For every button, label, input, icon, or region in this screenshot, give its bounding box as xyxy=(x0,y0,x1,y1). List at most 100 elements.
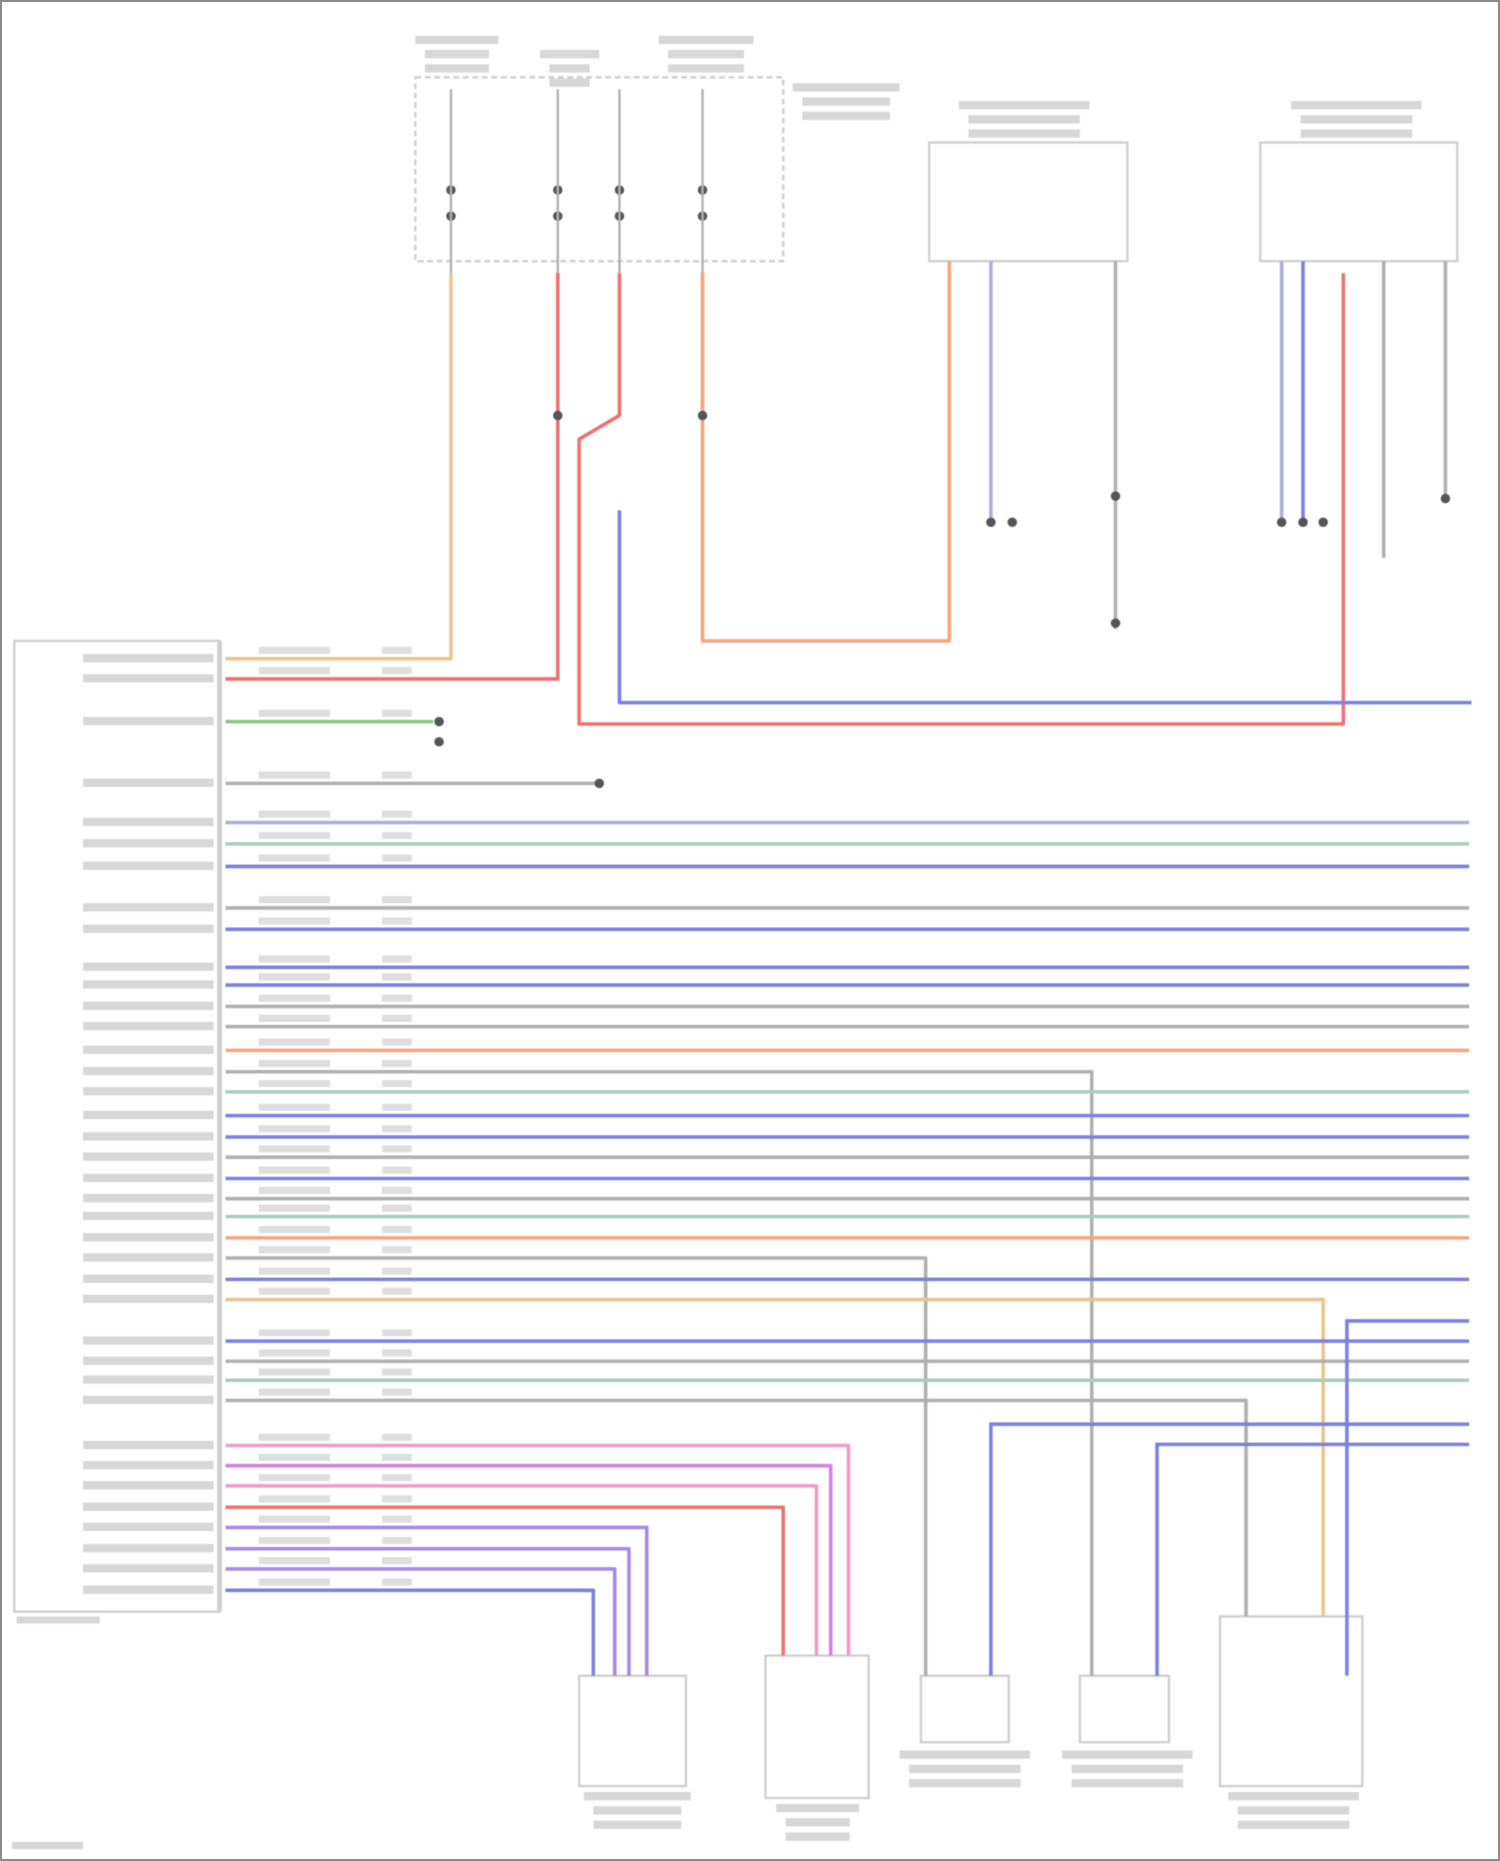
pin-label-placeholder xyxy=(83,1395,214,1404)
component-label-placeholder xyxy=(1071,1764,1184,1774)
wire-code-placeholder xyxy=(258,1495,330,1503)
circuit-code-placeholder xyxy=(382,1287,412,1295)
pin-label-placeholder xyxy=(83,1193,214,1203)
component-label-placeholder xyxy=(549,78,590,87)
component-label-placeholder xyxy=(899,1750,1031,1759)
pin-label-placeholder xyxy=(83,1211,214,1221)
wire-code-placeholder xyxy=(258,1578,330,1586)
circuit-code-placeholder xyxy=(382,1166,412,1174)
component-label-placeholder xyxy=(1062,1750,1193,1759)
wire-gray xyxy=(225,1069,1094,1676)
circuit-code-placeholder xyxy=(382,1557,412,1565)
pin-label-placeholder xyxy=(83,1294,214,1304)
wire-gray xyxy=(225,1398,1248,1617)
circuit-code-placeholder xyxy=(382,1186,412,1194)
pin-label-placeholder xyxy=(83,1152,214,1161)
wire-pink xyxy=(225,1484,819,1656)
bottom-sensor-box-2 xyxy=(764,1654,870,1800)
wire-code-placeholder xyxy=(258,1204,330,1212)
wire-code-placeholder xyxy=(258,832,330,840)
pin-label-placeholder xyxy=(83,962,214,971)
pin-label-placeholder xyxy=(83,1375,214,1384)
figure-id-placeholder xyxy=(11,1841,84,1850)
wire-code-placeholder xyxy=(258,1125,330,1133)
component-label-placeholder xyxy=(792,83,900,92)
component-label-placeholder xyxy=(1071,1778,1184,1788)
component-label-placeholder xyxy=(968,129,1080,138)
circuit-code-placeholder xyxy=(382,810,412,818)
pin-label-placeholder xyxy=(83,716,214,726)
circuit-code-placeholder xyxy=(382,854,412,862)
splice-node xyxy=(1276,517,1287,528)
circuit-code-placeholder xyxy=(382,771,412,779)
pin-label-placeholder xyxy=(83,1132,214,1141)
splice-node xyxy=(1110,491,1121,501)
circuit-code-placeholder xyxy=(382,646,412,654)
wire-code-placeholder xyxy=(258,1225,330,1234)
pin-label-placeholder xyxy=(83,1274,214,1283)
wire-code-placeholder xyxy=(258,1474,330,1482)
circuit-code-placeholder xyxy=(382,1204,412,1212)
wire-code-placeholder xyxy=(258,1080,330,1088)
wire-code-placeholder xyxy=(258,896,330,904)
circuit-code-placeholder xyxy=(382,1433,412,1441)
circuit-code-placeholder xyxy=(382,955,412,963)
circuit-code-placeholder xyxy=(382,1495,412,1503)
component-label-placeholder xyxy=(909,1764,1021,1774)
wire-code-placeholder xyxy=(258,1166,330,1174)
wire-code-placeholder xyxy=(258,1433,330,1441)
circuit-code-placeholder xyxy=(382,1368,412,1376)
circuit-code-placeholder xyxy=(382,667,412,675)
wire-code-placeholder xyxy=(258,1103,330,1111)
pin-label-placeholder xyxy=(83,1585,214,1594)
wire-tan xyxy=(225,1297,1325,1617)
wire-code-placeholder xyxy=(258,1186,330,1194)
wire-code-placeholder xyxy=(258,1038,330,1046)
component-label-placeholder xyxy=(424,49,489,59)
bottom-sensor-box-3 xyxy=(919,1674,1010,1744)
component-label-placeholder xyxy=(776,1803,860,1813)
splice-node xyxy=(434,716,444,727)
circuit-code-placeholder xyxy=(382,1080,412,1088)
component-label-placeholder xyxy=(593,1820,682,1829)
bottom-actuator-box xyxy=(1218,1615,1364,1788)
pin-label-placeholder xyxy=(83,1253,214,1262)
pin-label-placeholder xyxy=(83,1481,214,1490)
components xyxy=(13,76,1459,1800)
wire-code-placeholder xyxy=(258,810,330,818)
splice-node xyxy=(1110,618,1121,628)
circuit-code-placeholder xyxy=(382,1225,412,1234)
pin-label-placeholder xyxy=(83,1233,214,1242)
pin-label-placeholder xyxy=(83,817,214,827)
component-label-placeholder xyxy=(1300,115,1413,124)
wire-red xyxy=(225,1505,786,1656)
circuit-code-placeholder xyxy=(382,832,412,840)
splice-node xyxy=(1007,517,1018,528)
wire-blue xyxy=(1155,1442,1470,1676)
wire-code-placeholder xyxy=(258,1329,330,1337)
splice-node xyxy=(594,778,605,789)
wire-code-placeholder xyxy=(258,709,330,717)
wire-code-placeholder xyxy=(258,1246,330,1254)
component-label-placeholder xyxy=(593,1806,682,1815)
component-label-placeholder xyxy=(415,35,499,45)
wire-code-placeholder xyxy=(258,1557,330,1565)
wire-code-placeholder xyxy=(258,1453,330,1461)
module-name-placeholder xyxy=(16,1616,100,1624)
pin-label-placeholder xyxy=(83,839,214,848)
splice-node xyxy=(1440,493,1451,504)
pin-label-placeholder xyxy=(83,980,214,989)
component-label-placeholder xyxy=(1237,1806,1350,1815)
wire-code-placeholder xyxy=(258,1287,330,1295)
circuit-code-placeholder xyxy=(382,1059,412,1067)
component-label-placeholder xyxy=(1291,100,1422,110)
pin-label-placeholder xyxy=(83,903,214,912)
pin-label-placeholder xyxy=(83,1564,214,1573)
pin-label-placeholder xyxy=(83,1356,214,1365)
splice-node xyxy=(434,737,444,747)
circuit-code-placeholder xyxy=(382,1014,412,1022)
circuit-code-placeholder xyxy=(382,1349,412,1357)
bottom-sensor-box-4 xyxy=(1078,1674,1171,1744)
pin-label-placeholder xyxy=(83,1502,214,1511)
wire-blue xyxy=(1345,1319,1470,1676)
